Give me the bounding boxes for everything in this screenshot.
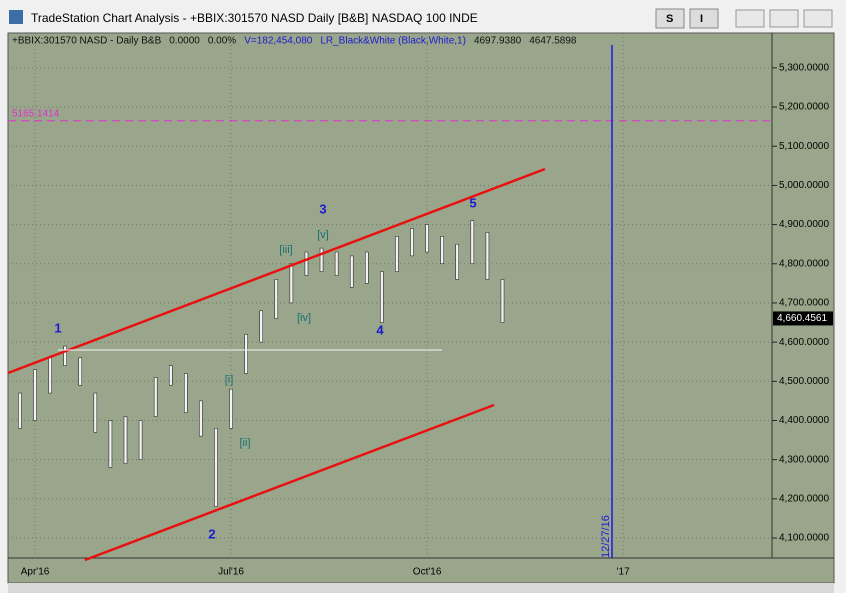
range-bar [349, 255, 354, 288]
range-bar [244, 334, 248, 374]
info-item: 4647.5898 [529, 36, 577, 47]
y-tick-label: 5,200.0000 [779, 102, 829, 113]
range-bar [455, 243, 460, 280]
range-bar [33, 369, 37, 421]
y-tick-label: 5,300.0000 [779, 63, 829, 74]
info-line: +BBIX:301570 NASD - Daily B&B 0.0000 0.00%… [12, 36, 577, 47]
range-bar [425, 224, 429, 253]
app-icon [9, 10, 23, 24]
y-tick-label: 4,300.0000 [779, 454, 829, 465]
i-button-label[interactable]: I [700, 13, 703, 25]
x-tick-label: Jul'16 [218, 567, 244, 578]
lower-channel-line [84, 403, 495, 562]
y-tick-label: 4,800.0000 [779, 258, 829, 269]
subwave-label: [iv] [297, 312, 311, 324]
level-label: 5165.1414 [12, 108, 60, 119]
last-price-label: 4,660.4561 [777, 313, 827, 324]
range-bar [440, 236, 444, 265]
range-bar [93, 392, 98, 433]
range-bar [78, 357, 83, 386]
wave-label: 4 [376, 322, 384, 337]
y-tick-label: 4,900.0000 [779, 219, 829, 230]
range-bar [334, 251, 339, 276]
window-title: TradeStation Chart Analysis - +BBIX:3015… [31, 11, 478, 25]
range-bar [380, 271, 384, 323]
i-button[interactable] [689, 8, 719, 29]
y-tick-label: 4,700.0000 [779, 298, 829, 309]
range-bar [304, 251, 309, 276]
range-bar [184, 373, 188, 413]
x-tick-label: Apr'16 [21, 567, 50, 578]
range-bar [18, 392, 22, 429]
info-item: 0.00% [208, 36, 236, 47]
range-bar [229, 388, 233, 429]
wave-label: 5 [469, 195, 476, 210]
range-bar [470, 220, 475, 265]
subwave-label: [v] [317, 229, 329, 241]
subwave-label: [iii] [279, 244, 292, 256]
range-bar [48, 357, 52, 394]
info-item: 4697.9380 [474, 36, 522, 47]
close-button[interactable] [803, 9, 833, 28]
range-bar [199, 400, 203, 437]
chart-panel [7, 32, 835, 584]
minimize-button[interactable] [735, 9, 765, 28]
range-bar [153, 377, 158, 417]
y-tick-label: 5,100.0000 [779, 141, 829, 152]
date-marker-label: 12/27/16 [600, 515, 612, 558]
y-tick-label: 4,600.0000 [779, 337, 829, 348]
wave-label: 1 [54, 320, 61, 335]
info-item: +BBIX:301570 NASD - Daily B&B [12, 36, 162, 47]
y-tick-label: 4,200.0000 [779, 493, 829, 504]
range-bar [274, 279, 279, 319]
range-bar [319, 247, 324, 272]
s-button[interactable] [655, 8, 685, 29]
range-bar [123, 416, 128, 464]
maximize-button[interactable] [769, 9, 799, 28]
subwave-label: [i] [225, 374, 234, 386]
y-tick-label: 4,100.0000 [779, 533, 829, 544]
range-bar [485, 232, 490, 280]
wave-label: 3 [319, 201, 326, 216]
upper-channel-line [7, 167, 546, 375]
range-bar [138, 420, 143, 460]
scrollbar[interactable] [8, 583, 834, 593]
range-bar [108, 420, 113, 468]
x-tick-label: Oct'16 [413, 567, 442, 578]
range-bar [410, 228, 414, 257]
range-bar [168, 365, 173, 386]
range-bar [289, 263, 294, 304]
range-bar [395, 236, 399, 272]
y-tick-label: 4,500.0000 [779, 376, 829, 387]
info-item: LR_Black&White (Black,White,1) [320, 36, 466, 47]
y-tick-label: 4,400.0000 [779, 415, 829, 426]
range-bar [259, 310, 263, 343]
subwave-label: [ii] [240, 437, 251, 449]
wave-label: 2 [208, 526, 215, 541]
range-bar [500, 279, 505, 323]
range-bar [214, 428, 218, 507]
info-item: V=182,454,080 [244, 36, 313, 47]
info-item: 0.0000 [169, 36, 200, 47]
s-button-label[interactable]: S [666, 13, 673, 25]
y-tick-label: 5,000.0000 [779, 180, 829, 191]
range-bar [63, 345, 67, 366]
range-bar [365, 251, 369, 284]
x-tick-label: '17 [617, 567, 630, 578]
last-price-box [773, 311, 833, 326]
